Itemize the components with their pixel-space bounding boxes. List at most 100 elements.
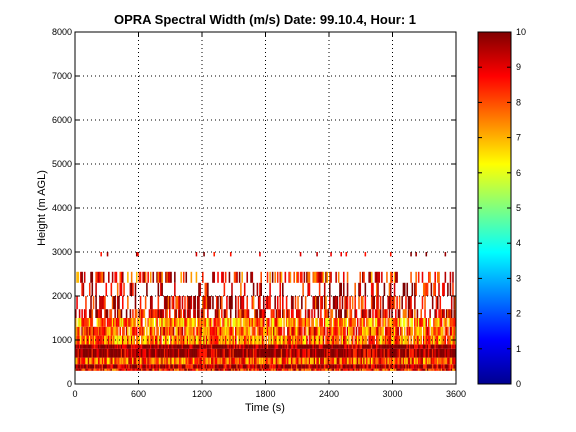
heatmap-cell: [121, 318, 124, 327]
heatmap-cell: [254, 326, 256, 336]
heatmap-cell: [78, 318, 81, 327]
heatmap-cell: [172, 296, 175, 310]
heatmap-cell: [368, 309, 370, 318]
heatmap-cell: [393, 282, 396, 296]
heatmap-cell: [284, 335, 287, 345]
heatmap-cell: [219, 357, 222, 365]
heatmap-cell: [367, 344, 369, 349]
heatmap-cell: [123, 282, 125, 296]
heatmap-cell: [121, 344, 124, 349]
heatmap-cell: [260, 318, 262, 327]
heatmap-cell: [301, 357, 303, 365]
heatmap-cell: [190, 318, 193, 327]
heatmap-cell: [289, 357, 292, 365]
heatmap-cell: [91, 335, 94, 345]
heatmap-cell: [434, 364, 436, 369]
heatmap-cell: [167, 296, 170, 310]
heatmap-cell: [257, 357, 260, 365]
heatmap-cell: [349, 344, 351, 349]
heatmap-cell: [442, 357, 444, 365]
heatmap-cell: [398, 318, 401, 327]
heatmap-cell: [353, 368, 355, 371]
heatmap-cell: [355, 326, 358, 336]
heatmap-cell: [436, 296, 439, 310]
heatmap-cell: [208, 357, 210, 365]
heatmap-cell: [198, 282, 200, 296]
heatmap-cell: [90, 348, 92, 358]
heatmap-cell: [342, 326, 345, 336]
heatmap-cell: [227, 344, 229, 349]
heatmap-cell: [246, 344, 249, 349]
heatmap-cell: [334, 357, 336, 365]
heatmap-cell: [134, 326, 137, 336]
heatmap-cell: [422, 282, 425, 296]
heatmap-cell: [276, 335, 279, 345]
heatmap-cell: [95, 368, 97, 371]
heatmap-cell: [123, 357, 125, 365]
heatmap-cell: [259, 309, 261, 318]
heatmap-cell: [426, 282, 429, 296]
heatmap-cell: [200, 344, 203, 349]
heatmap-cell: [265, 357, 268, 365]
heatmap-cell: [214, 364, 217, 369]
heatmap-cell: [175, 368, 177, 371]
heatmap-cell: [312, 271, 315, 283]
heatmap-cell: [188, 326, 190, 336]
heatmap-cell: [228, 348, 231, 358]
heatmap-cell: [81, 309, 83, 318]
heatmap-cell: [203, 344, 205, 349]
heatmap-cell: [410, 252, 412, 257]
heatmap-cell: [88, 344, 91, 349]
heatmap-cell: [308, 357, 311, 365]
heatmap-cell: [420, 357, 423, 365]
heatmap-cell: [392, 335, 395, 345]
heatmap-cell: [304, 364, 307, 369]
heatmap-cell: [108, 357, 110, 365]
heatmap-cell: [318, 348, 321, 358]
heatmap-cell: [268, 326, 270, 336]
heatmap-cell: [351, 335, 354, 345]
heatmap-cell: [440, 364, 443, 369]
heatmap-cell: [237, 344, 240, 349]
heatmap-cell: [260, 335, 262, 345]
heatmap-cell: [254, 357, 256, 365]
heatmap-cell: [350, 357, 353, 365]
heatmap-cell: [179, 357, 181, 365]
heatmap-cell: [96, 335, 99, 345]
heatmap-cell: [99, 364, 101, 369]
heatmap-cell: [124, 344, 127, 349]
heatmap-cell: [308, 282, 311, 296]
heatmap-cell: [204, 357, 207, 365]
heatmap-cell: [349, 326, 351, 336]
heatmap-cell: [354, 296, 356, 310]
heatmap-cell: [175, 335, 177, 345]
heatmap-cell: [80, 318, 82, 327]
heatmap-cell: [279, 318, 282, 327]
heatmap-cell: [268, 348, 270, 358]
heatmap-cell: [382, 318, 384, 327]
heatmap-cell: [139, 348, 142, 358]
heatmap-cell: [346, 364, 349, 369]
heatmap-cell: [301, 318, 303, 327]
heatmap-cell: [153, 344, 156, 349]
heatmap-cell: [282, 296, 284, 310]
heatmap-cell: [134, 357, 137, 365]
heatmap-cell: [219, 318, 222, 327]
heatmap-cell: [372, 368, 374, 371]
heatmap-cell: [128, 335, 130, 345]
heatmap-cell: [181, 326, 184, 336]
heatmap-cell: [271, 318, 274, 327]
heatmap-cell: [195, 344, 198, 349]
heatmap-cell: [353, 318, 355, 327]
heatmap-cell: [214, 357, 217, 365]
heatmap-cell: [241, 344, 243, 349]
heatmap-cell: [435, 326, 438, 336]
heatmap-cell: [386, 364, 388, 369]
heatmap-cell: [153, 348, 156, 358]
heatmap-cell: [393, 357, 396, 365]
heatmap-cell: [87, 326, 90, 336]
heatmap-cell: [428, 357, 430, 365]
heatmap-cell: [325, 335, 327, 345]
heatmap-cell: [297, 344, 299, 349]
heatmap-cell: [76, 344, 78, 349]
